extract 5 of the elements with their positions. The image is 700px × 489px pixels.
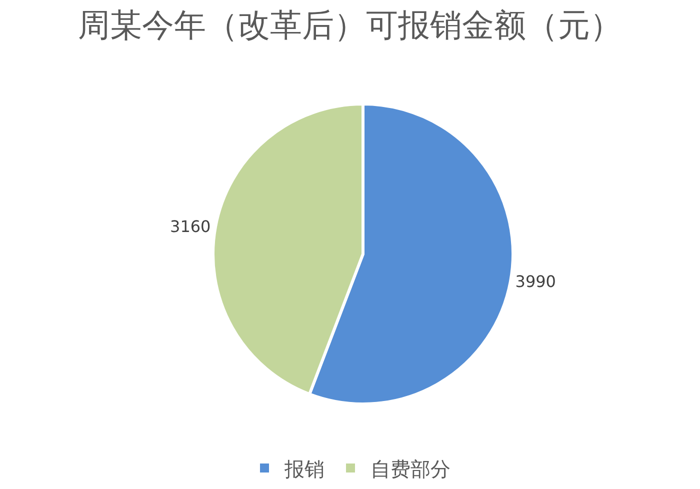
legend-label: 自费部分	[370, 456, 450, 481]
legend-label: 报销	[284, 456, 324, 481]
chart-title: 周某今年（改革后）可报销金额（元）	[78, 6, 622, 44]
data-label: 3160	[170, 216, 211, 236]
data-label: 3990	[515, 272, 556, 292]
